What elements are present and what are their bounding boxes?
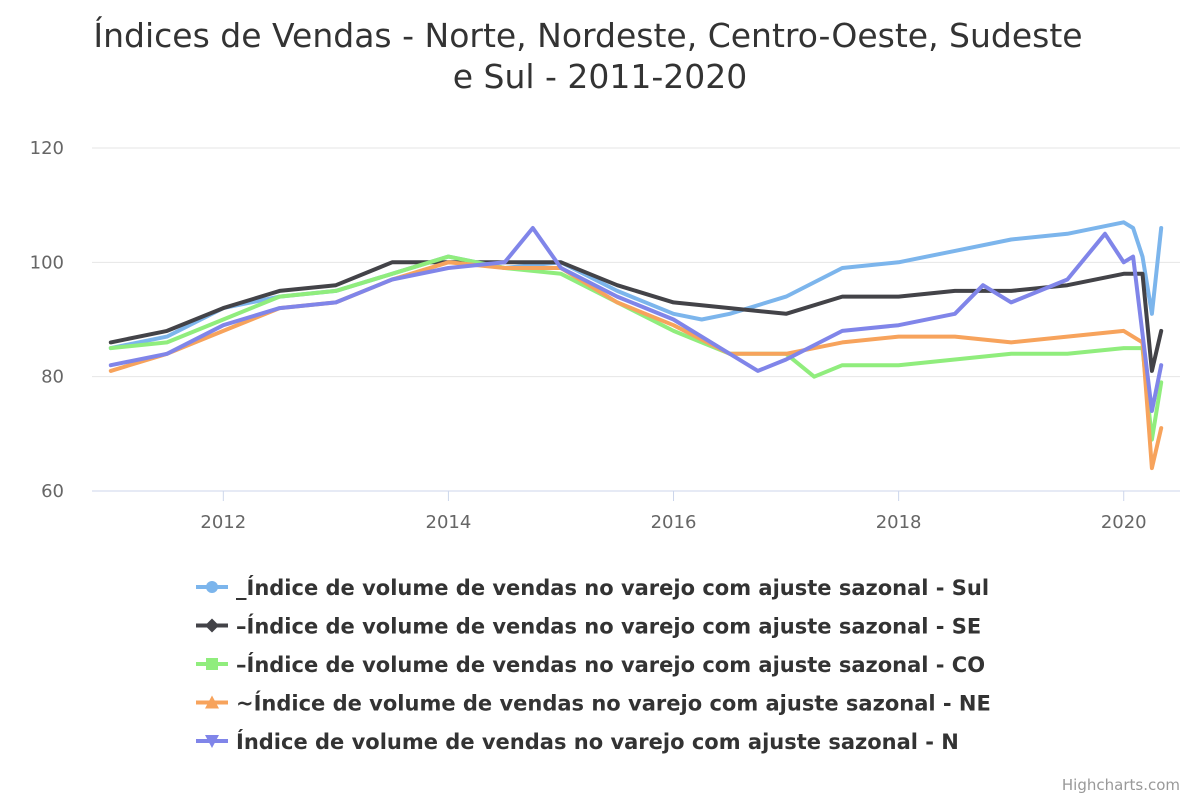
legend-marker-icon [205, 695, 219, 709]
legend[interactable]: _Índice de volume de vendas no varejo co… [196, 575, 991, 754]
legend-item-0[interactable]: _Índice de volume de vendas no varejo co… [196, 575, 989, 600]
x-tick-label: 2016 [651, 512, 697, 533]
legend-label: ~Índice de volume de vendas no varejo co… [236, 691, 991, 716]
x-tick-label: 2018 [876, 512, 922, 533]
y-tick-label: 80 [41, 367, 64, 388]
chart-title-line2: e Sul - 2011-2020 [453, 57, 748, 96]
chart-title: Índices de Vendas - Norte, Nordeste, Cen… [93, 15, 1082, 55]
legend-marker-icon [206, 658, 218, 670]
series-line-0[interactable] [108, 220, 1164, 351]
series-line-2[interactable] [108, 254, 1164, 442]
x-tick-label: 2012 [200, 512, 246, 533]
y-tick-label: 120 [30, 138, 64, 159]
legend-item-2[interactable]: –Índice de volume de vendas no varejo co… [196, 652, 985, 677]
series-lines [108, 220, 1164, 471]
legend-marker-icon [205, 618, 219, 633]
legend-label: _Índice de volume de vendas no varejo co… [236, 575, 989, 600]
legend-marker-icon [206, 581, 218, 593]
legend-label: –Índice de volume de vendas no varejo co… [236, 614, 981, 639]
y-tick-label: 60 [41, 481, 64, 502]
legend-item-1[interactable]: –Índice de volume de vendas no varejo co… [196, 614, 981, 639]
series-line-1[interactable] [108, 260, 1164, 373]
legend-label: Índice de volume de vendas no varejo com… [236, 729, 959, 754]
legend-marker-icon [205, 735, 219, 748]
legend-item-3[interactable]: ~Índice de volume de vendas no varejo co… [196, 691, 991, 716]
credits[interactable]: Highcharts.com [1062, 776, 1180, 794]
x-tick-label: 2014 [426, 512, 472, 533]
x-axis: 2012 2014 2016 2018 2020 [92, 490, 1180, 533]
y-tick-label: 100 [30, 252, 64, 273]
legend-label: –Índice de volume de vendas no varejo co… [236, 652, 985, 677]
x-tick-label: 2020 [1101, 512, 1147, 533]
series-line-4[interactable] [108, 226, 1164, 413]
y-axis: 60 80 100 120 [30, 138, 64, 502]
legend-item-4[interactable]: Índice de volume de vendas no varejo com… [196, 729, 959, 754]
